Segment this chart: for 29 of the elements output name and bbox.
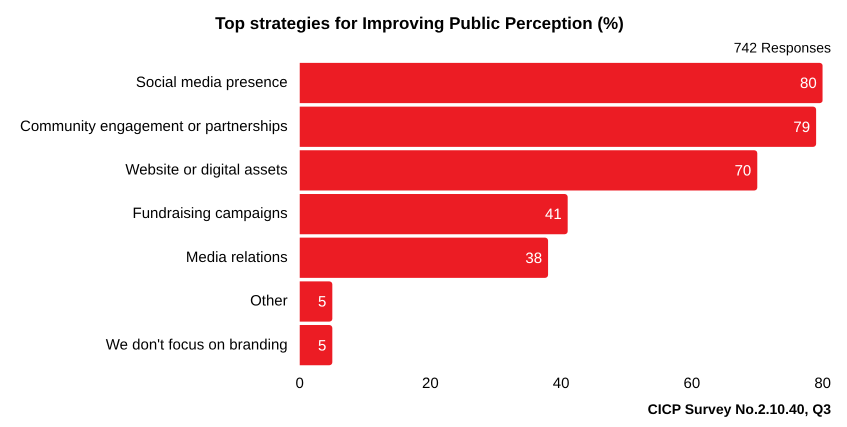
bar (300, 281, 332, 322)
bar (300, 62, 823, 104)
y-tick-label: Media relations (186, 248, 288, 266)
bar (300, 194, 568, 234)
y-tick-label: Website or digital assets (125, 162, 288, 179)
bar (300, 238, 548, 278)
data-label: 70 (734, 162, 752, 180)
y-tick-label: Fundraising campaigns (132, 205, 288, 222)
text: CICP Survey No.2.10.40, Q3 (648, 400, 832, 417)
data-label: 5 (318, 294, 326, 311)
x-tick-label: 0 (295, 375, 304, 392)
y-tick-label: We don't focus on branding (106, 336, 288, 354)
y-tick-label: Community engagement or partnerships (20, 118, 288, 135)
bar (300, 325, 332, 366)
data-label: 79 (793, 118, 810, 136)
x-tick-label: 60 (684, 375, 700, 392)
y-tick-label: Other (250, 292, 288, 310)
bar (300, 150, 758, 191)
chart-subtitle: 742 Responses (734, 40, 831, 56)
x-tick-label: 40 (552, 375, 570, 392)
bar (300, 106, 816, 147)
y-tick-label: Social media presence (136, 74, 288, 92)
data-label: 5 (318, 337, 326, 354)
x-tick-label: 20 (422, 375, 439, 392)
data-label: 38 (525, 250, 542, 267)
x-tick-label: 80 (814, 375, 831, 392)
data-label: 41 (544, 206, 562, 224)
chart-title: Top strategies for Improving Public Perception (%) (215, 14, 624, 33)
data-label: 80 (800, 75, 817, 92)
